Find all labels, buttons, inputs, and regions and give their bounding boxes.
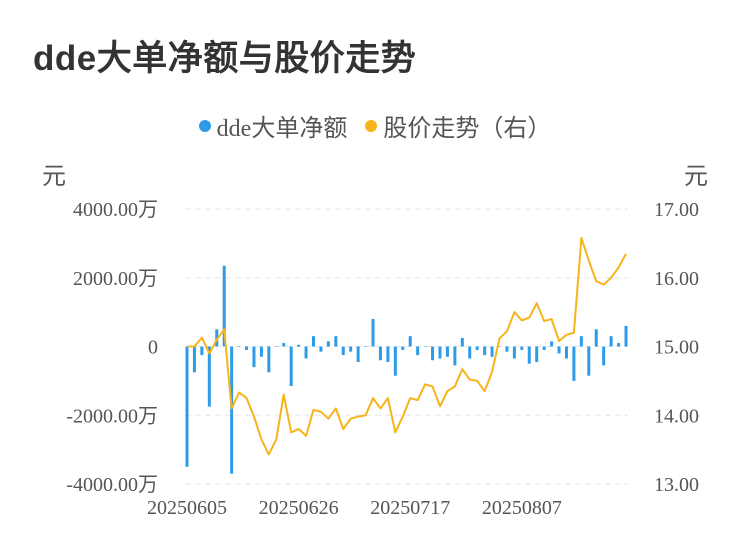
dde-bar: [267, 346, 271, 373]
x-tick-label: 20250605: [147, 497, 227, 519]
dde-bar: [557, 346, 561, 354]
right-tick-label: 15.00: [654, 337, 699, 359]
dde-bar: [200, 346, 204, 356]
dde-bar: [520, 346, 524, 350]
dde-bar: [297, 344, 301, 347]
x-tick-label: 20250807: [482, 497, 562, 519]
dde-bar: [230, 346, 234, 474]
dde-bar: [483, 346, 487, 356]
dde-bar: [185, 346, 189, 467]
dde-bar: [550, 341, 554, 347]
dde-bar: [535, 346, 539, 362]
dde-bar: [609, 336, 613, 347]
price-line: [187, 236, 627, 456]
dde-bar: [490, 346, 494, 357]
legend-item-price[interactable]: 股价走势（右）: [365, 108, 551, 143]
dde-bar: [579, 336, 583, 347]
right-tick-label: 17.00: [654, 199, 699, 221]
dde-bar: [453, 346, 457, 366]
dde-bar: [475, 346, 479, 350]
dde-bar: [512, 346, 516, 359]
dde-bar: [572, 346, 576, 381]
dde-bar: [274, 346, 278, 347]
dde-bar: [594, 329, 598, 347]
dde-bar: [252, 346, 256, 368]
dde-bar: [445, 346, 449, 357]
x-tick-label: 20250717: [370, 497, 450, 519]
dde-bar: [215, 329, 219, 347]
dde-bar: [349, 346, 353, 352]
dde-bar: [602, 346, 606, 366]
dde-bar: [431, 346, 435, 361]
dde-bar: [527, 346, 531, 364]
right-axis-unit: 元: [684, 164, 708, 190]
dde-bar: [393, 346, 397, 376]
dde-bar: [356, 346, 360, 362]
right-tick-label: 16.00: [654, 268, 699, 290]
legend-label-price: 股价走势（右）: [383, 116, 552, 142]
chart-title: dde大单净额与股价走势: [33, 39, 417, 78]
dde-bar: [498, 346, 502, 347]
dde-bar: [460, 337, 464, 347]
dde-bar: [505, 346, 509, 352]
dde-bar: [334, 336, 338, 347]
legend-dot-price-icon: [365, 119, 378, 132]
dde-bar: [401, 346, 405, 350]
left-tick-label: -2000.00万: [66, 405, 158, 427]
x-tick-label: 20250626: [259, 497, 339, 519]
dde-bar: [386, 346, 390, 362]
dde-bar: [304, 346, 308, 359]
dde-bar: [378, 346, 382, 361]
dde-bar: [192, 346, 196, 373]
dde-bar: [468, 346, 472, 359]
legend: dde大单净额 股价走势（右）: [0, 108, 750, 143]
dde-bar: [311, 336, 315, 347]
right-tick-label: 13.00: [654, 474, 699, 496]
dde-bar: [237, 346, 241, 347]
dde-bar: [542, 346, 546, 350]
legend-label-dde: dde大单净额: [216, 116, 348, 142]
dde-bar: [416, 346, 420, 356]
dde-bar: [364, 346, 368, 347]
dde-bar: [624, 325, 628, 347]
dde-bar: [289, 346, 293, 387]
left-axis-unit: 元: [42, 164, 66, 190]
dde-bar: [438, 346, 442, 359]
legend-dot-dde-icon: [198, 119, 211, 132]
dde-bar: [423, 346, 427, 347]
dde-bar: [222, 265, 226, 347]
dde-bar: [564, 346, 568, 359]
dde-bar: [245, 346, 249, 350]
dde-bar: [341, 346, 345, 356]
dde-bar: [371, 319, 375, 347]
dde-bar: [319, 346, 323, 352]
right-tick-label: 14.00: [654, 405, 699, 427]
left-tick-label: 0: [148, 337, 158, 359]
dde-bar: [282, 343, 286, 347]
legend-item-dde[interactable]: dde大单净额: [198, 108, 348, 143]
dde-bar: [617, 343, 621, 347]
left-tick-label: 4000.00万: [73, 199, 158, 221]
dde-bar: [326, 341, 330, 347]
dde-bar: [207, 346, 211, 407]
dde-bar: [587, 346, 591, 376]
left-tick-label: -4000.00万: [66, 474, 158, 496]
left-tick-label: 2000.00万: [73, 268, 158, 290]
dde-bar: [408, 336, 412, 347]
dde-bar: [259, 346, 263, 357]
